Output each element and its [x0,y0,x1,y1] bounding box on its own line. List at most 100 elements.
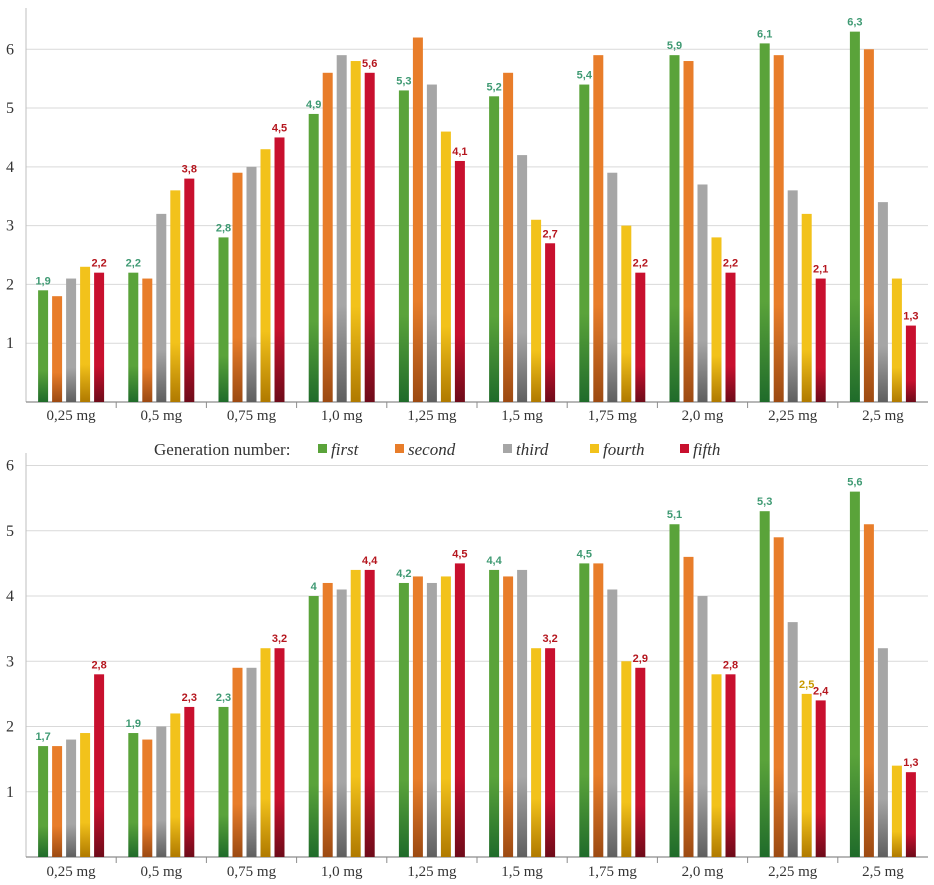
bar-third-8 [787,622,798,857]
bar-first-6 [579,563,590,857]
bar-third-0 [66,739,77,857]
y-tick-label: 1 [6,784,14,801]
bar-first-3 [308,113,319,402]
bar-fifth-9 [905,325,916,402]
data-label: 3,2 [272,633,287,645]
bar-third-8 [787,190,798,402]
data-label: 5,9 [667,40,682,52]
legend-swatch [680,444,689,453]
bar-first-0 [38,746,49,857]
data-label: 5,2 [486,81,501,93]
legend-swatch [395,444,404,453]
bar-fifth-6 [635,667,646,857]
y-tick-label: 4 [6,588,14,605]
bar-second-8 [773,537,784,857]
y-tick-label: 4 [6,159,14,176]
x-tick-label: 1,25 mg [407,408,457,424]
bar-fifth-2 [274,648,285,857]
data-label: 2,3 [216,692,231,704]
bar-fourth-5 [531,219,542,402]
bar-fourth-2 [260,149,271,402]
data-label: 2,8 [91,659,106,671]
bar-third-5 [517,569,528,857]
x-tick-label: 1,75 mg [588,408,638,424]
data-label: 1,9 [126,718,141,730]
data-label: 2,7 [542,228,557,240]
y-tick-label: 1 [6,335,14,352]
bar-fifth-6 [635,272,646,402]
data-label: 2,2 [126,258,141,270]
bar-second-6 [593,55,604,402]
data-label: 5,6 [362,58,377,70]
bar-first-4 [398,90,409,402]
data-label: 4,4 [362,555,378,567]
x-tick-label: 1,5 mg [501,864,543,880]
y-tick-label: 5 [6,523,14,540]
data-label: 4,4 [486,555,502,567]
bar-third-2 [246,166,257,402]
bar-third-9 [877,202,888,402]
legend-label: fifth [693,440,720,459]
bar-first-0 [38,290,49,402]
bar-first-6 [579,84,590,402]
bar-second-2 [232,172,243,402]
bar-first-1 [128,272,139,402]
x-tick-label: 1,5 mg [501,408,543,424]
legend-swatch [318,444,327,453]
bar-third-1 [156,213,167,402]
bar-third-9 [877,648,888,857]
x-tick-label: 0,25 mg [47,408,97,424]
y-tick-label: 5 [6,100,14,117]
bar-second-1 [142,739,153,857]
legend-swatch [590,444,599,453]
legend-label: third [516,440,549,459]
bar-fourth-7 [711,237,722,402]
y-tick-label: 2 [6,719,14,736]
x-tick-label: 0,75 mg [227,408,277,424]
data-label: 4,5 [452,548,467,560]
x-tick-label: 0,5 mg [140,864,182,880]
bar-third-4 [426,84,437,402]
bar-fourth-9 [891,278,902,402]
data-label: 1,9 [35,275,50,287]
bar-third-4 [426,582,437,857]
data-label: 1,7 [35,731,50,743]
bar-second-5 [503,72,514,403]
x-tick-label: 1,25 mg [407,864,457,880]
bar-fourth-4 [440,576,451,857]
data-label: 4,5 [272,122,287,134]
bar-second-9 [863,524,874,857]
bar-fourth-3 [350,569,361,857]
bar-third-2 [246,667,257,857]
bar-fifth-2 [274,137,285,403]
bar-second-3 [322,582,333,857]
legend-item-fourth: fourth [590,440,645,459]
bar-second-2 [232,667,243,857]
data-label: 4,5 [577,548,592,560]
bar-first-9 [849,491,860,857]
bar-second-3 [322,72,333,403]
legend-swatch [503,444,512,453]
bar-fifth-7 [725,272,736,402]
bar-second-8 [773,55,784,402]
x-tick-label: 2,0 mg [682,408,724,424]
bar-fourth-2 [260,648,271,857]
data-label: 2,2 [723,258,738,270]
data-label: 2,2 [91,258,106,270]
x-tick-label: 2,5 mg [862,408,904,424]
bar-fifth-0 [94,674,105,857]
legend-item-third: third [503,440,549,459]
bar-first-8 [759,511,770,857]
bar-third-6 [607,172,618,402]
x-tick-label: 1,0 mg [321,408,363,424]
bar-fourth-4 [440,131,451,403]
x-tick-label: 2,0 mg [682,864,724,880]
bar-third-3 [336,589,347,857]
bar-first-1 [128,733,139,857]
bar-fourth-5 [531,648,542,857]
bar-fourth-6 [621,225,632,402]
bottom-bar-chart: 1 2 3 4 5 6 0,25 mg 0,5 mg 0,75 mg 1,0 mg 1,25 mg 1… [6,453,928,880]
bar-second-0 [52,296,63,402]
legend-item-first: first [318,440,360,459]
bar-first-2 [218,237,229,402]
